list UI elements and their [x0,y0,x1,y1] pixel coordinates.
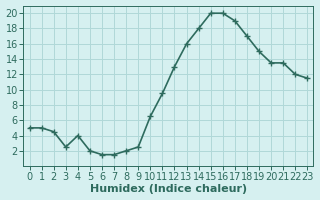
X-axis label: Humidex (Indice chaleur): Humidex (Indice chaleur) [90,184,247,194]
